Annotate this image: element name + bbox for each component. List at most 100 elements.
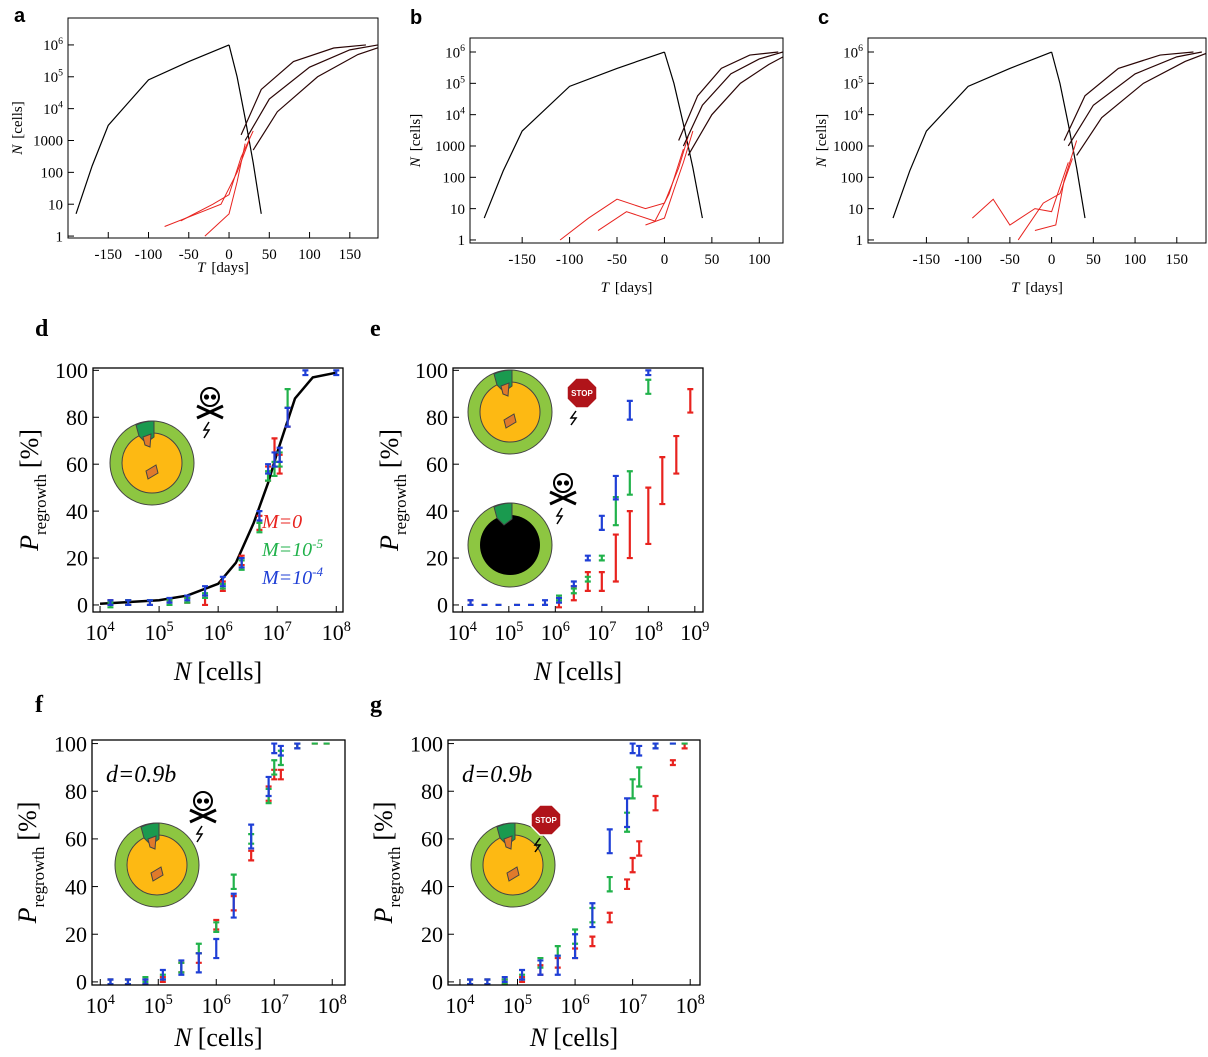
error-bar [195,942,202,955]
error-bar [537,959,544,976]
error-bar [606,828,613,855]
trajectory [678,51,779,141]
x-axis-label: T [days] [197,260,249,276]
error-bar [629,856,636,874]
error-bar [554,954,561,976]
axis-subscript: regrowth [31,474,50,536]
trajectory [663,51,703,219]
tick-label: 60 [65,827,87,852]
tick-label: 0 [76,970,87,995]
axis-variable: N [529,1023,549,1052]
x-axis-label: N [cells] [529,1023,618,1052]
axis-variable: N [173,1023,193,1052]
error-bar [645,486,652,546]
error-bar [238,556,245,569]
tick-exponent: 4 [467,992,474,1008]
tick-base: 10 [445,993,467,1018]
tick-base: 10 [145,620,167,645]
tick-label: 105 [445,74,465,92]
axis-unit: [cells] [197,657,262,686]
panel-letter: c [818,7,829,29]
tick-exponent: 9 [702,619,709,635]
error-bar [584,554,591,562]
annotation: d=0.9b [106,762,176,788]
tick-label: 60 [426,452,448,477]
trajectory [682,51,783,147]
plot-area [892,51,1206,241]
tick-label: 100 [1124,252,1147,268]
error-bar [556,596,563,604]
trajectory [892,51,1052,219]
tick-label: 108 [676,992,705,1018]
tick-label: 105 [43,68,63,86]
tick-base: 10 [448,620,470,645]
tick-base: 10 [445,77,460,93]
tick-base: 10 [322,620,344,645]
stop-icon [566,377,598,426]
tick-label: 106 [204,619,233,645]
tick-label: 106 [445,43,465,61]
annotation: d=0.9b [462,762,532,788]
tick-label: 100 [443,171,466,187]
tick-label: 100 [55,358,88,383]
error-bar [219,575,226,588]
tick-label: 10 [848,202,863,218]
tick-label: 107 [618,992,647,1018]
tick-exponent: 4 [858,106,863,117]
plot-area [467,742,688,985]
error-bar [598,554,605,562]
error-bar [284,388,291,409]
legend-entry: M=0 [261,511,302,533]
tick-exponent: 6 [224,992,231,1008]
tick-label: 150 [339,247,362,263]
tick-label: 80 [65,779,87,804]
error-bar [669,759,676,767]
tick-label: 106 [202,992,231,1018]
tick-label: 20 [66,546,88,571]
trajectory [687,56,783,156]
tick-base: 10 [680,620,702,645]
tick-base: 10 [541,620,563,645]
tick-base: 10 [618,993,640,1018]
legend-name: M=0 [261,511,302,533]
error-bar [184,594,191,602]
tick-exponent: 4 [470,619,477,635]
stop-label: STOP [535,816,557,825]
tick-exponent: 4 [107,619,114,635]
plot-area [467,369,694,609]
axis-variable: N [10,144,26,156]
tick-label: 40 [65,874,87,899]
error-bar [612,533,619,583]
error-bar [570,587,577,595]
panel-letter: a [14,5,26,27]
tick-exponent: 5 [460,74,465,85]
tick-exponent: 8 [698,992,705,1008]
axis-unit: [cells] [408,114,424,151]
error-bar [629,742,636,755]
trajectory [645,130,694,226]
x-axis-label: N [cells] [173,657,262,686]
axis-unit: [cells] [10,101,26,138]
error-bar [606,875,613,893]
tick-label: 1 [458,233,466,249]
error-bar [265,463,272,475]
tick-base: 10 [843,45,858,61]
tick-label: 100 [415,358,448,383]
tick-label: 105 [843,74,863,92]
error-bar [572,933,579,960]
plot-area [483,51,783,241]
axis-variable: T [601,280,611,296]
tick-exponent: 7 [282,992,289,1008]
tick-label: 108 [318,992,347,1018]
y-axis-label: Pregrowth [%] [15,429,50,552]
tick-base: 10 [634,620,656,645]
tick-label: 10 [48,197,63,213]
axis-variable: P [375,535,404,552]
legend-entry: M=10-4 [261,564,323,589]
trajectory [204,143,246,237]
error-bar [146,599,153,607]
error-bar [570,580,577,588]
plot-frame [447,739,701,986]
tick-label: -150 [913,252,941,268]
